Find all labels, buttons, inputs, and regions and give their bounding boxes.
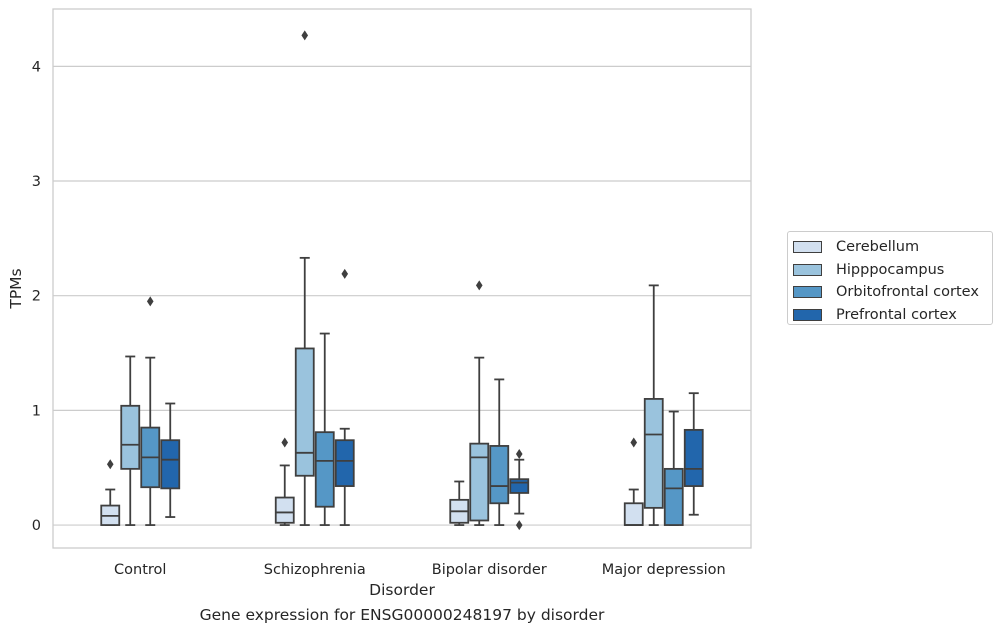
- outlier-point: [630, 437, 638, 448]
- outlier-point: [475, 280, 483, 291]
- legend: Cerebellum Hipppocampus Orbitofrontal cort…: [787, 231, 993, 325]
- box-hipppocampus: [120, 355, 141, 526]
- outlier-point: [106, 459, 114, 470]
- legend-item: Prefrontal cortex: [793, 304, 992, 327]
- outlier-point: [146, 296, 154, 307]
- box-body: [643, 398, 664, 509]
- box-orbitofrontal-cortex: [314, 332, 335, 526]
- legend-item: Cerebellum: [793, 236, 992, 259]
- box-orbitofrontal-cortex: [140, 296, 161, 526]
- y-tick-label: 1: [32, 403, 41, 419]
- y-tick-label: 4: [32, 59, 41, 75]
- legend-swatch: [793, 241, 822, 254]
- box-cerebellum: [100, 459, 121, 526]
- box-prefrontal-cortex: [334, 268, 355, 526]
- x-axis-label: Disorder: [369, 581, 435, 599]
- box-hipppocampus: [469, 280, 490, 526]
- legend-swatch: [793, 308, 822, 321]
- box-body: [120, 404, 141, 470]
- x-tick-label: Major depression: [602, 562, 726, 578]
- outlier-point: [341, 268, 349, 279]
- y-tick-label: 3: [32, 174, 41, 190]
- box-orbitofrontal-cortex: [663, 410, 684, 526]
- legend-label: Orbitofrontal cortex: [836, 284, 979, 301]
- box-body: [294, 347, 315, 477]
- box-hipppocampus: [643, 284, 664, 526]
- outlier-point: [301, 30, 309, 41]
- box-body: [469, 442, 490, 522]
- box-prefrontal-cortex: [509, 448, 530, 531]
- x-tick-label: Schizophrenia: [264, 562, 366, 578]
- box-cerebellum: [274, 437, 295, 526]
- box-body: [274, 496, 295, 524]
- chart-title: Gene expression for ENSG00000248197 by d…: [199, 606, 605, 624]
- box-body: [623, 502, 644, 526]
- box-prefrontal-cortex: [683, 392, 704, 516]
- plot-frame: [52, 8, 752, 549]
- legend-label: Cerebellum: [836, 239, 920, 256]
- box-body: [683, 428, 704, 487]
- x-tick-labels: Control Schizophrenia Bipolar disorder Majo…: [114, 562, 726, 578]
- legend-label: Hipppocampus: [836, 261, 945, 278]
- box-body: [509, 478, 530, 494]
- outlier-point: [515, 448, 523, 459]
- legend-swatch: [793, 286, 822, 299]
- x-tick-label: Bipolar disorder: [432, 562, 547, 578]
- box-body: [489, 445, 510, 505]
- boxes: [100, 30, 704, 531]
- outlier-point: [515, 520, 523, 531]
- box-body: [160, 439, 181, 490]
- y-tick-label: 0: [32, 518, 41, 534]
- box-body: [334, 439, 355, 487]
- x-tick-label: Control: [114, 562, 166, 578]
- box-orbitofrontal-cortex: [489, 378, 510, 526]
- legend-swatch: [793, 263, 822, 276]
- box-body: [314, 431, 335, 508]
- y-axis-label: TPMs: [7, 268, 25, 309]
- box-body: [663, 467, 684, 526]
- legend-item: Hipppocampus: [793, 259, 992, 282]
- box-hipppocampus: [294, 30, 315, 526]
- outlier-point: [281, 437, 289, 448]
- legend-label: Prefrontal cortex: [836, 306, 957, 323]
- y-tick-labels: 0 1 2 3 4: [32, 59, 41, 534]
- box-cerebellum: [623, 437, 644, 526]
- box-prefrontal-cortex: [160, 402, 181, 518]
- legend-item: Orbitofrontal cortex: [793, 281, 992, 304]
- y-tick-label: 2: [32, 289, 41, 305]
- box-cerebellum: [449, 480, 470, 526]
